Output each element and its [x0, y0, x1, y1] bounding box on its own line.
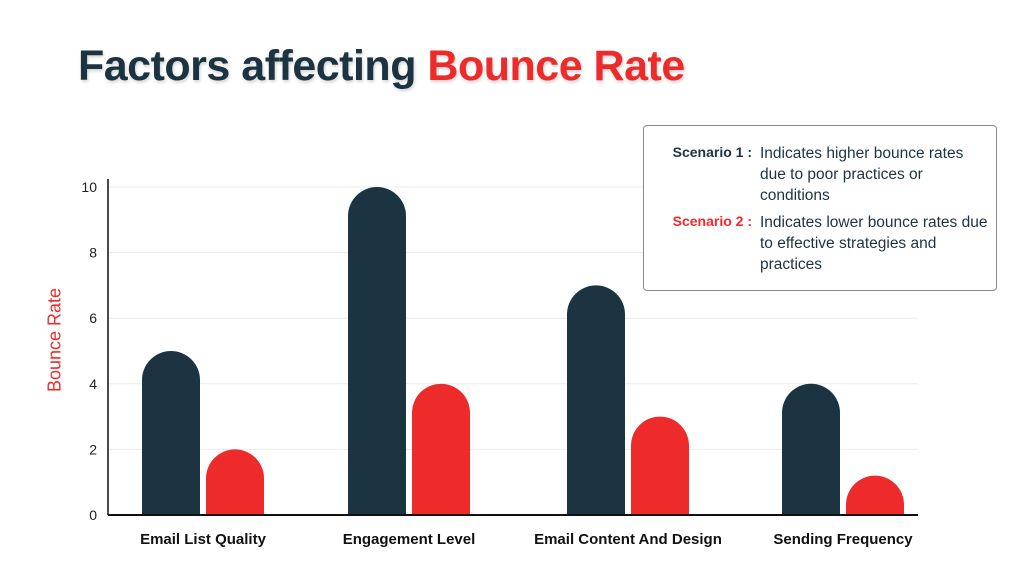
x-category-label: Sending Frequency [773, 531, 913, 548]
legend-label: Scenario 1 : [672, 144, 752, 160]
y-tick-label: 8 [89, 245, 97, 261]
y-tick-label: 0 [89, 507, 97, 523]
bar-1-1 [142, 351, 200, 515]
bar-1-2 [348, 187, 406, 515]
legend: Scenario 1 : Indicates higher bounce rat… [643, 125, 997, 291]
legend-description: Indicates higher bounce rates due to poo… [760, 145, 964, 204]
y-axis-label: Bounce Rate [44, 287, 65, 393]
title-accent: Bounce Rate [427, 42, 685, 90]
bar-2-2 [412, 383, 470, 515]
legend-label: Scenario 2 : [672, 213, 752, 229]
bar-2-3 [631, 416, 689, 515]
bar-2-4 [846, 475, 904, 515]
x-category-label: Email Content And Design [534, 531, 722, 548]
y-axis-label-wrap: Bounce Rate [40, 250, 70, 430]
bar-2-1 [206, 449, 264, 515]
slide-title: Factors affecting Bounce Rate [78, 42, 685, 91]
y-tick-label: 2 [89, 441, 97, 457]
legend-description: Indicates lower bounce rates due to effe… [760, 214, 988, 273]
x-category-label: Engagement Level [343, 531, 476, 548]
y-tick-label: 6 [89, 310, 97, 326]
x-category-label: Email List Quality [140, 531, 267, 548]
bar-1-3 [567, 285, 625, 515]
y-tick-label: 4 [89, 376, 97, 392]
y-tick-label: 10 [81, 179, 97, 195]
title-main: Factors affecting [78, 42, 416, 90]
bar-1-4 [782, 383, 840, 515]
